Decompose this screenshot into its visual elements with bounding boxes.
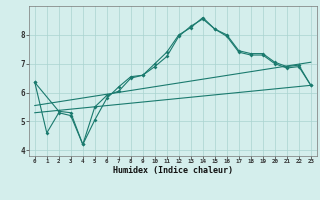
X-axis label: Humidex (Indice chaleur): Humidex (Indice chaleur) [113,166,233,175]
